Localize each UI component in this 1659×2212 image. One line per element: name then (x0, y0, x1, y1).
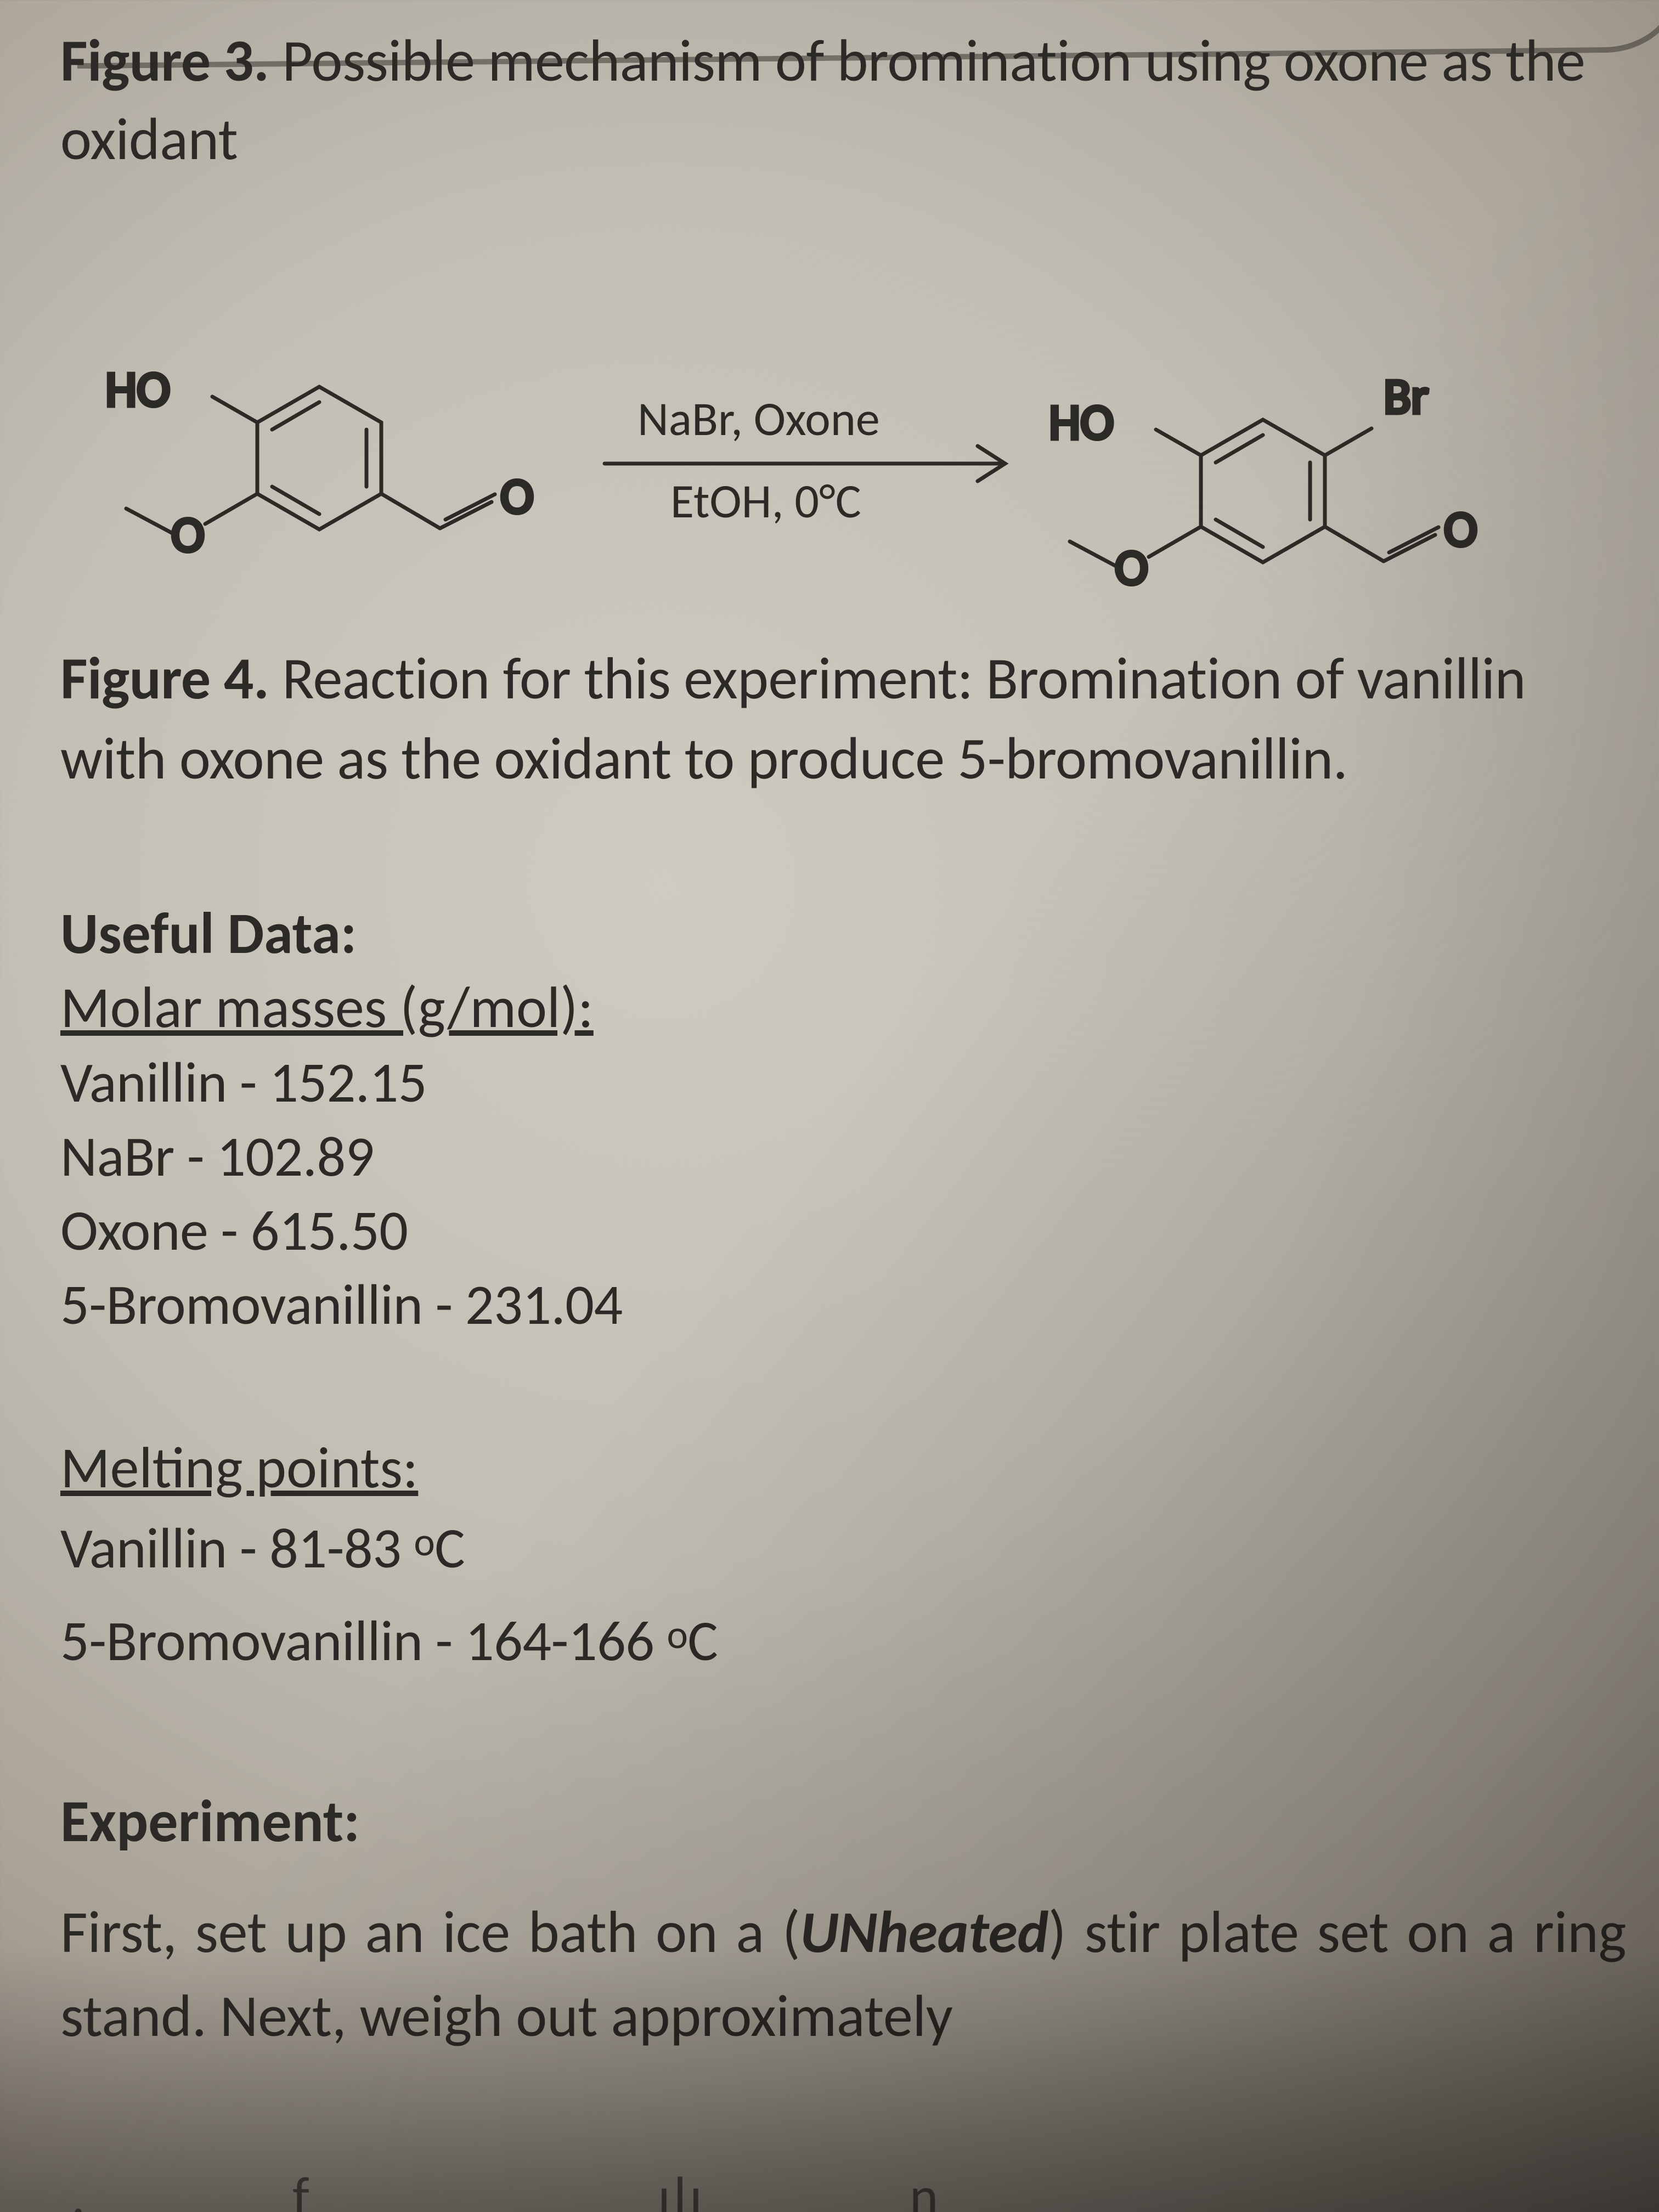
reactant-cho-o-label: O (500, 465, 534, 527)
product-och3-o-label: O (1115, 536, 1148, 598)
figure3-label: Figure 3. (60, 25, 269, 97)
exp-italic: UNheated (800, 1896, 1048, 1968)
mm-value: 152.15 (269, 1047, 427, 1117)
mm-name: 5-Bromovanillin (60, 1269, 423, 1339)
figure3-caption: Figure 3. Possible mechanism of brominat… (60, 22, 1626, 178)
mp-name: 5-Bromovanillin (60, 1606, 423, 1675)
reaction-svg: HO O O (60, 310, 1626, 617)
melting-point-row: 5-Bromovanillin - 164-166 oC (60, 1606, 1626, 1675)
useful-data-heading: Useful Data: (60, 898, 1626, 969)
product-cho-o-label: O (1444, 498, 1477, 560)
melting-points-heading: Melting points: (60, 1432, 1626, 1503)
figure4-text: Reaction for this experiment: Brominatio… (60, 642, 1526, 795)
reactant-och3-o-label: O (171, 503, 205, 565)
reaction-scheme: HO O O (60, 310, 1626, 617)
exp-prefix: First, set up an ice bath on a ( (60, 1896, 800, 1968)
mp-name: Vanillin (60, 1513, 227, 1583)
mm-name: NaBr (60, 1121, 174, 1191)
figure4-label: Figure 4. (60, 642, 269, 715)
page-cutoff-fragments: . f ılı n f ıllı ı ıı (0, 2163, 1659, 2212)
product-oh-label: HO (1049, 391, 1114, 453)
mp-value: 81-83 (269, 1513, 401, 1583)
molar-mass-row: Vanillin - 152.15 (60, 1047, 1626, 1117)
mm-name: Oxone (60, 1195, 208, 1265)
mp-value: 164-166 (465, 1606, 654, 1675)
mm-value: 102.89 (217, 1121, 374, 1191)
mm-value: 615.50 (251, 1195, 408, 1265)
melting-point-row: Vanillin - 81-83 oC (60, 1513, 1626, 1583)
experiment-paragraph: First, set up an ice bath on a (UNheated… (60, 1891, 1626, 2059)
figure3-text: Possible mechanism of bromination using … (60, 25, 1585, 176)
reagents-bottom: EtOH, 0°C (670, 471, 861, 531)
molar-mass-row: NaBr - 102.89 (60, 1121, 1626, 1191)
molar-masses-list: Vanillin - 152.15 NaBr - 102.89 Oxone - … (60, 1047, 1626, 1339)
mm-value: 231.04 (465, 1269, 623, 1339)
page-content: Figure 3. Possible mechanism of brominat… (60, 0, 1626, 2212)
reagents-top: NaBr, Oxone (637, 389, 880, 448)
reactant-oh-label: HO (105, 358, 170, 420)
molar-mass-row: Oxone - 615.50 (60, 1195, 1626, 1265)
melting-points-block: Melting points: Vanillin - 81-83 oC 5-Br… (60, 1432, 1626, 1675)
experiment-heading: Experiment: (60, 1785, 1626, 1858)
mm-name: Vanillin (60, 1047, 227, 1117)
product-br-label: Br (1384, 365, 1429, 427)
molar-mass-row: 5-Bromovanillin - 231.04 (60, 1269, 1626, 1339)
figure4-caption: Figure 4. Reaction for this experiment: … (60, 639, 1626, 799)
molar-masses-heading: Molar masses (g/mol): (60, 972, 1626, 1043)
